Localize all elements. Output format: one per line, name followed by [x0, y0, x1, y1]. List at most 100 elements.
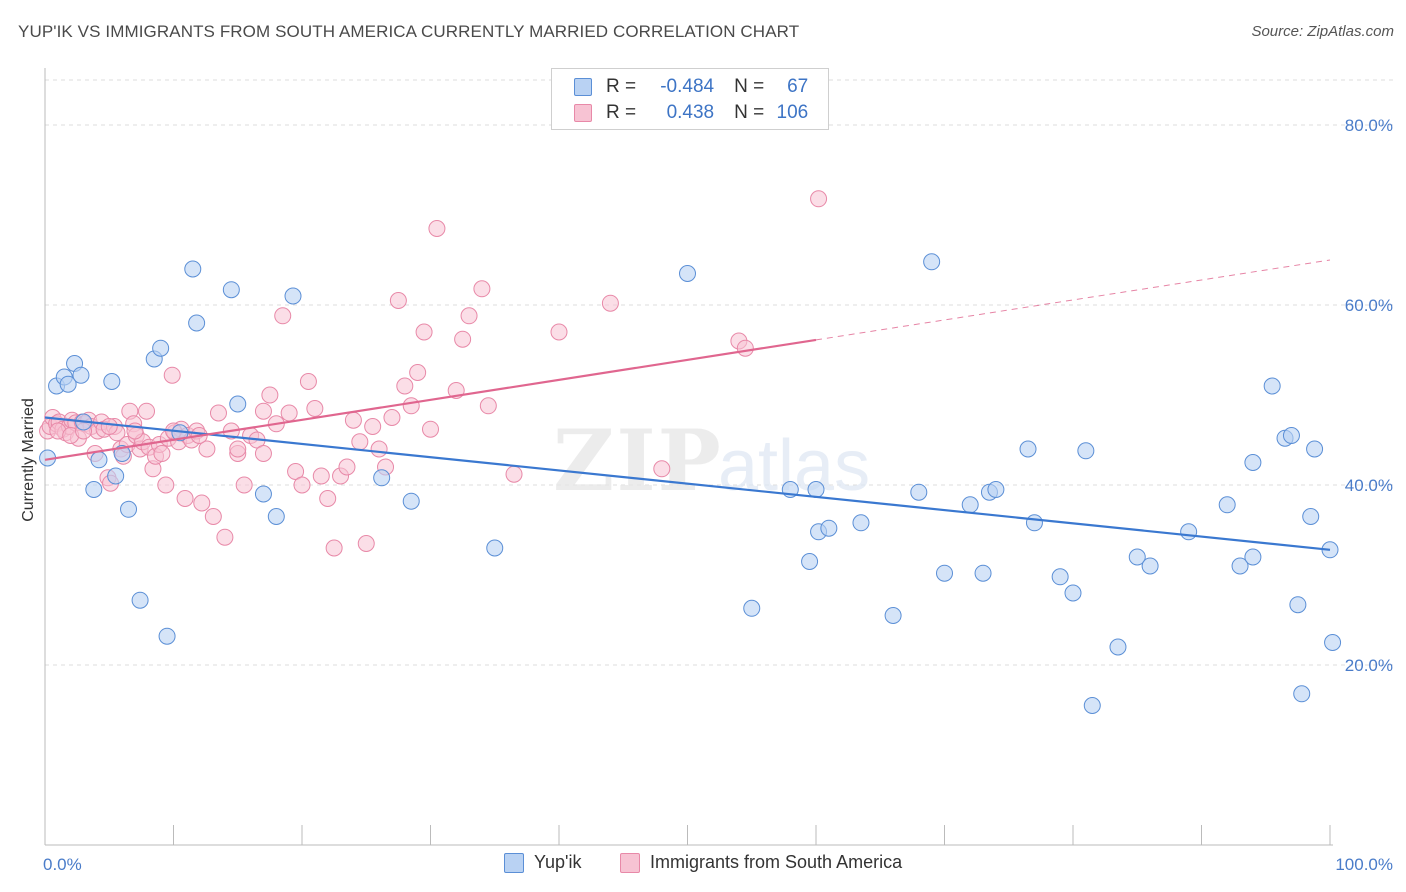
chart-title: YUP'IK VS IMMIGRANTS FROM SOUTH AMERICA … [18, 22, 800, 41]
bottom-legend-swatch-blue [504, 852, 524, 873]
source-credit: Source: ZipAtlas.com [1251, 23, 1394, 40]
data-point-immigrants [319, 490, 337, 507]
y-tick-label: 60.0% [1345, 296, 1393, 315]
data-point-yupik [188, 314, 206, 332]
data-point-yupik [90, 451, 108, 469]
legend-r-value: 0.438 [666, 102, 715, 123]
data-point-immigrants [810, 190, 828, 208]
data-point-yupik [1141, 557, 1159, 575]
data-point-immigrants [601, 294, 619, 312]
data-point-immigrants [351, 433, 369, 451]
bottom-legend-label: Immigrants from South America [650, 852, 903, 872]
trend-lines [44, 259, 1331, 551]
watermark-zip: ZIP [553, 411, 723, 510]
bottom-legend-yupik: Yup'ik [504, 852, 581, 873]
legend-swatch-pink [574, 104, 592, 122]
data-point-yupik [267, 508, 285, 525]
legend-swatch-blue [574, 78, 592, 96]
data-point-yupik [1025, 514, 1043, 532]
data-point-yupik [801, 553, 819, 570]
data-point-yupik [1244, 548, 1262, 566]
trend-line-yupik [44, 416, 1331, 551]
data-point-yupik [1180, 523, 1198, 541]
data-point-immigrants [505, 465, 523, 483]
data-point-yupik [974, 564, 992, 582]
data-point-immigrants [402, 397, 420, 415]
legend-n-value: 106 [776, 102, 809, 123]
data-point-immigrants [325, 539, 343, 557]
data-point-immigrants [383, 409, 401, 426]
data-point-yupik [1077, 442, 1095, 460]
data-point-immigrants [261, 386, 279, 404]
data-point-immigrants [370, 440, 388, 458]
data-point-yupik [85, 481, 103, 498]
data-point-yupik [1282, 427, 1300, 444]
data-point-immigrants [415, 323, 433, 341]
data-point-yupik [59, 375, 77, 393]
data-point-immigrants [389, 292, 407, 309]
data-point-yupik [1302, 508, 1320, 525]
data-point-yupik [1083, 697, 1101, 714]
data-point-yupik [222, 281, 240, 299]
data-point-immigrants [409, 364, 427, 381]
data-point-immigrants [209, 404, 227, 422]
y-tick-label: 40.0% [1345, 476, 1393, 495]
bottom-legend-swatch-pink [620, 852, 640, 873]
data-point-yupik [884, 607, 902, 624]
data-point-yupik [103, 373, 121, 390]
data-point-immigrants [176, 490, 194, 507]
data-point-yupik [158, 627, 176, 645]
data-point-yupik [486, 539, 504, 557]
data-point-yupik [1051, 568, 1069, 586]
data-point-immigrants [254, 445, 272, 462]
y-tick-label: 20.0% [1345, 656, 1393, 675]
data-point-immigrants [293, 476, 311, 494]
data-point-yupik [679, 265, 696, 282]
data-point-yupik [743, 599, 761, 617]
data-point-yupik [807, 481, 825, 498]
trend-line-immigrants [44, 338, 817, 461]
data-point-yupik [284, 287, 302, 305]
data-point-immigrants [306, 400, 324, 417]
data-point-yupik [1109, 638, 1127, 656]
data-point-immigrants [198, 440, 216, 458]
data-point-yupik [152, 339, 170, 357]
data-point-immigrants [454, 330, 472, 348]
data-point-yupik [1064, 584, 1082, 602]
data-point-yupik [184, 260, 202, 278]
data-point-immigrants [274, 307, 292, 325]
watermark: ZIP atlas [553, 411, 870, 510]
data-point-yupik [936, 564, 953, 582]
data-point-yupik [1289, 596, 1307, 614]
data-point-immigrants [193, 494, 211, 512]
data-point-yupik [229, 395, 247, 413]
y-tick-label: 80.0% [1345, 116, 1393, 135]
x-tick-min: 0.0% [43, 855, 82, 874]
data-point-yupik [1244, 454, 1262, 471]
data-point-yupik [961, 496, 979, 514]
data-point-yupik [1293, 685, 1311, 703]
data-point-yupik [373, 469, 391, 487]
data-point-yupik [72, 366, 90, 384]
data-point-yupik [1128, 548, 1146, 566]
data-point-yupik [254, 485, 272, 503]
data-point-yupik [120, 500, 138, 518]
data-point-immigrants [235, 476, 253, 494]
data-point-immigrants [299, 373, 317, 390]
data-point-yupik [131, 591, 149, 609]
legend-n-label: N = [734, 102, 765, 123]
data-point-yupik [1324, 634, 1342, 651]
data-point-immigrants [138, 402, 156, 420]
data-point-yupik [107, 467, 125, 485]
data-point-immigrants [479, 397, 497, 415]
data-point-immigrants [736, 339, 754, 357]
data-point-yupik [402, 492, 420, 510]
data-point-immigrants [364, 418, 382, 435]
legend-n-value: 67 [787, 76, 809, 97]
trend-line-immigrants-extension [815, 259, 1331, 341]
correlation-legend: R = -0.484 N = 67 R = 0.438 N = 106 [551, 68, 829, 130]
data-point-immigrants [153, 445, 171, 462]
legend-r-value: -0.484 [660, 76, 715, 97]
y-axis-label: Currently Married [20, 398, 37, 522]
y-tick-labels: 20.0% 40.0% 60.0% 80.0% [1345, 116, 1393, 675]
